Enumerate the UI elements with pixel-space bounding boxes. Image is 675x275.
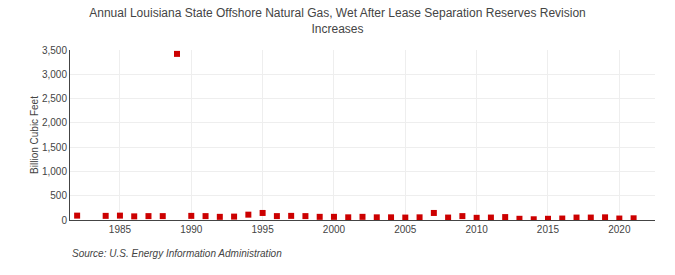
svg-text:Source: U.S. Energy Informatio: Source: U.S. Energy Information Administ…	[72, 248, 282, 259]
svg-text:2010: 2010	[466, 224, 489, 235]
svg-text:3,000: 3,000	[42, 69, 67, 80]
svg-text:2015: 2015	[537, 224, 560, 235]
svg-text:2020: 2020	[608, 224, 631, 235]
svg-text:2000: 2000	[323, 224, 346, 235]
svg-text:Billion Cubic Feet: Billion Cubic Feet	[29, 96, 40, 174]
svg-text:2,500: 2,500	[42, 93, 67, 104]
svg-text:1985: 1985	[109, 224, 132, 235]
svg-text:2005: 2005	[394, 224, 417, 235]
svg-text:Annual Louisiana State Offshor: Annual Louisiana State Offshore Natural …	[89, 6, 586, 36]
svg-text:1,500: 1,500	[42, 142, 67, 153]
svg-text:2,000: 2,000	[42, 117, 67, 128]
svg-text:500: 500	[50, 190, 67, 201]
svg-text:0: 0	[61, 215, 67, 226]
svg-text:3,500: 3,500	[42, 45, 67, 56]
svg-text:1995: 1995	[251, 224, 274, 235]
svg-text:1990: 1990	[180, 224, 203, 235]
svg-text:1,000: 1,000	[42, 166, 67, 177]
